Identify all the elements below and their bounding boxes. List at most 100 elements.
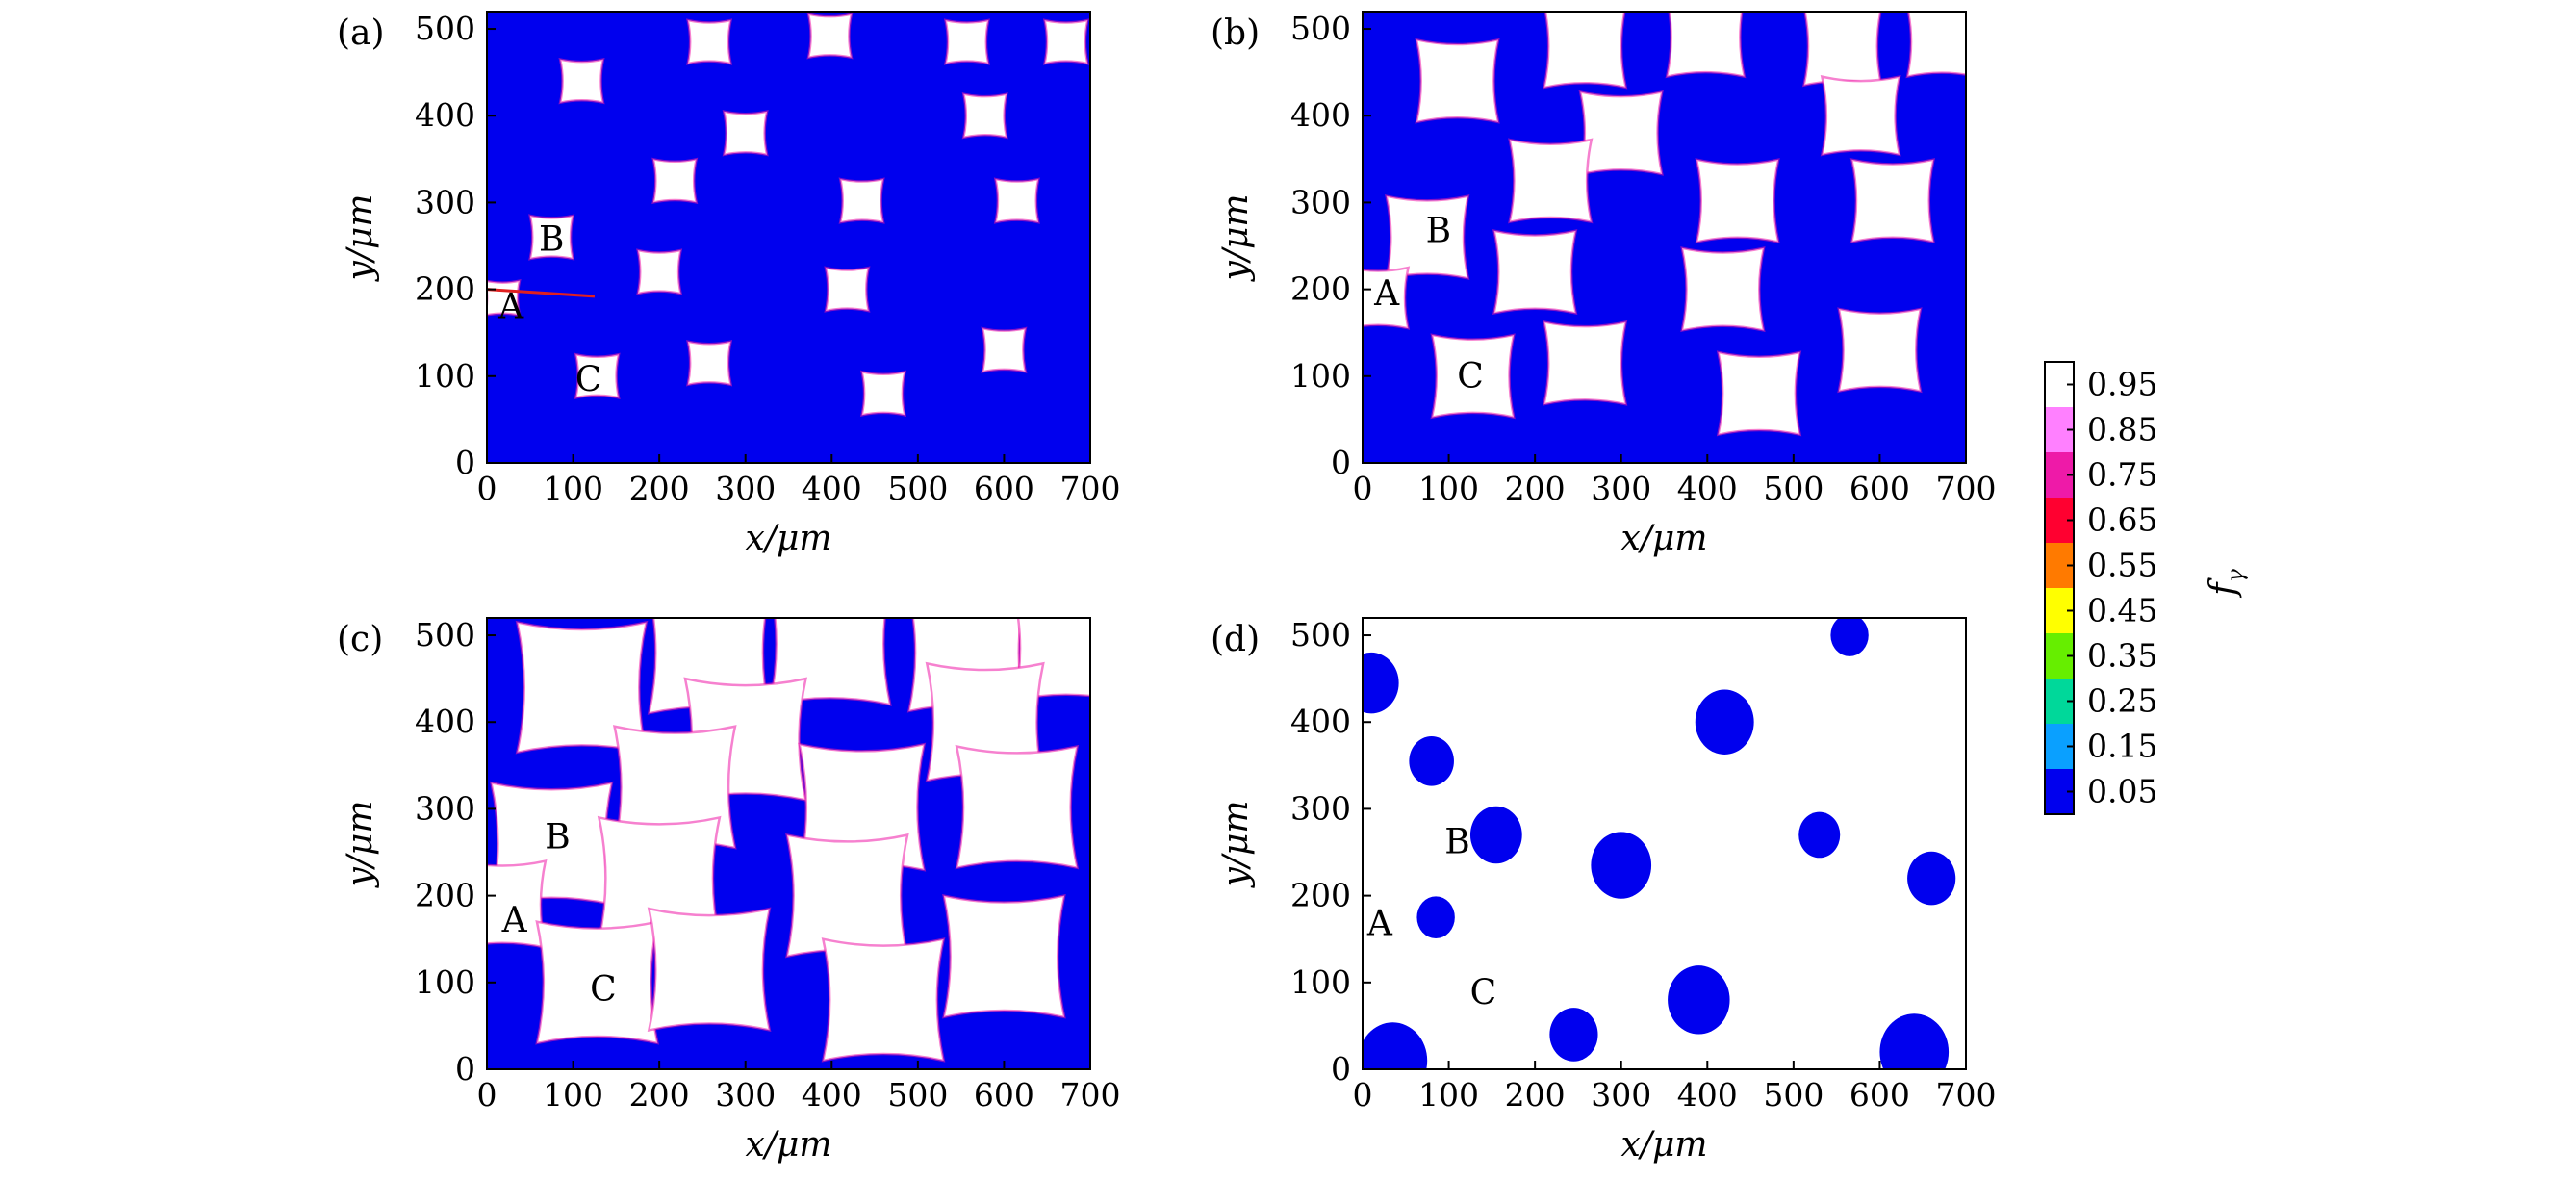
x-tick-label: 300 <box>715 470 776 507</box>
y-tick-label: 300 <box>1290 789 1351 827</box>
x-tick-label: 100 <box>1418 470 1479 507</box>
region-label-b: B <box>1444 823 1469 862</box>
liquid-region <box>1830 618 1869 656</box>
x-tick-label: 700 <box>1936 1076 1997 1114</box>
grain <box>785 833 909 959</box>
panel-c: A B C 0 100 200 300 400 500 600 700 0 100 200 300 400 50… <box>337 616 1121 1165</box>
x-tick-label: 300 <box>715 1076 776 1114</box>
x-tick-label: 500 <box>1763 1076 1824 1114</box>
plot-area <box>1363 618 1966 1069</box>
x-tick-label: 500 <box>1763 470 1824 507</box>
y-tick-label: 500 <box>415 10 475 47</box>
background <box>1363 618 1966 1069</box>
grain <box>686 340 733 387</box>
plot-area <box>487 618 1090 1069</box>
grain <box>1415 38 1500 124</box>
y-axis-label: y/μm <box>1216 801 1256 889</box>
panel-label: (d) <box>1211 620 1260 659</box>
x-tick-label: 700 <box>1060 1076 1121 1114</box>
grain <box>528 214 575 261</box>
grain <box>558 57 605 105</box>
grain <box>1384 194 1470 280</box>
grain <box>838 177 885 224</box>
colorbar: 0.95 0.85 0.75 0.65 0.55 0.45 0.35 0.25 0.15 0.05… <box>2044 361 2249 815</box>
x-tick-label: 300 <box>1591 470 1651 507</box>
y-tick-label: 400 <box>1290 703 1351 740</box>
grain <box>1801 12 1883 88</box>
y-tick-label: 0 <box>455 444 475 481</box>
y-tick-label: 200 <box>1290 877 1351 914</box>
y-tick-label: 0 <box>1331 1050 1351 1088</box>
colorbar-tick-label: 0.75 <box>2087 456 2157 494</box>
x-axis-label: x/μm <box>746 1125 832 1165</box>
grain <box>1837 307 1923 394</box>
grain <box>981 326 1028 373</box>
colorbar-tick-label: 0.95 <box>2087 366 2157 403</box>
panel-b: AB C 0 100 200 300 400 500 600 700 0 100 200 300 400 50… <box>1211 10 1997 558</box>
colorbar-tick-label: 0.15 <box>2087 728 2157 765</box>
y-tick-label: 500 <box>1290 10 1351 47</box>
colorbar-tick-label: 0.85 <box>2087 411 2157 449</box>
x-axis-label: x/μm <box>746 519 832 558</box>
panel-label: (a) <box>337 13 385 53</box>
x-tick-label: 700 <box>1060 470 1121 507</box>
region-label-a: A <box>501 901 528 940</box>
liquid-region <box>1591 832 1652 899</box>
grain <box>1042 18 1089 65</box>
panel-a: AB C 0 100 200 300 400 500 600 700 0 100 200 300 400 50… <box>337 10 1121 558</box>
y-tick-label: 200 <box>415 270 475 308</box>
grain <box>1542 12 1628 90</box>
grain <box>636 248 683 295</box>
panel-d: A B C 0 100 200 300 400 500 600 700 0 100 200 300 400 50… <box>1211 616 1997 1165</box>
y-tick-label: 0 <box>1331 444 1351 481</box>
plot-frame <box>486 617 1091 1070</box>
colorbar-tick-label: 0.45 <box>2087 592 2157 629</box>
grain <box>1508 138 1594 224</box>
x-tick-label: 200 <box>1505 470 1566 507</box>
liquid-region <box>1409 736 1454 786</box>
y-axis-label: y/μm <box>1216 194 1256 283</box>
grain <box>535 920 659 1045</box>
x-tick-label: 300 <box>1591 1076 1651 1114</box>
plot-area <box>1363 12 1966 463</box>
x-tick-label: 0 <box>477 470 497 507</box>
y-tick-label: 400 <box>415 96 475 134</box>
grain <box>859 370 907 418</box>
region-label-c: C <box>590 970 617 1010</box>
liquid-region <box>1907 851 1956 906</box>
grain <box>1430 333 1516 420</box>
region-label-a: A <box>1373 274 1400 314</box>
region-label-b: B <box>545 817 570 857</box>
region-label-b: B <box>1426 211 1451 250</box>
colorbar-tick-label: 0.35 <box>2087 637 2157 675</box>
colorbar-tick-label: 0.55 <box>2087 547 2157 584</box>
colorbar-tick-label: 0.25 <box>2087 682 2157 720</box>
grain <box>1492 229 1578 316</box>
grain <box>824 266 871 313</box>
liquid-region <box>1416 896 1455 938</box>
plot-frame <box>1362 11 1967 464</box>
liquid-region <box>1549 1008 1598 1062</box>
grain <box>1905 12 1966 79</box>
grain <box>1542 320 1628 406</box>
region-label-c: C <box>1457 357 1484 397</box>
colorbar-tick-label: 0.05 <box>2087 773 2157 810</box>
x-tick-label: 100 <box>1418 1076 1479 1114</box>
grain <box>942 893 1066 1019</box>
grain <box>1363 266 1411 330</box>
y-tick-label: 200 <box>1290 270 1351 308</box>
plot-frame <box>1362 617 1967 1070</box>
plot-area <box>487 12 1090 463</box>
colorbar-label: fγ <box>2204 569 2249 599</box>
plot-frame <box>486 11 1091 464</box>
y-tick-label: 200 <box>415 877 475 914</box>
grain <box>1578 90 1664 176</box>
colorbar-tick-label: 0.65 <box>2087 501 2157 539</box>
y-tick-label: 0 <box>455 1050 475 1088</box>
grain <box>647 907 772 1033</box>
x-tick-label: 400 <box>802 470 862 507</box>
y-tick-label: 400 <box>1290 96 1351 134</box>
grain <box>651 157 699 205</box>
x-tick-label: 600 <box>974 1076 1034 1114</box>
